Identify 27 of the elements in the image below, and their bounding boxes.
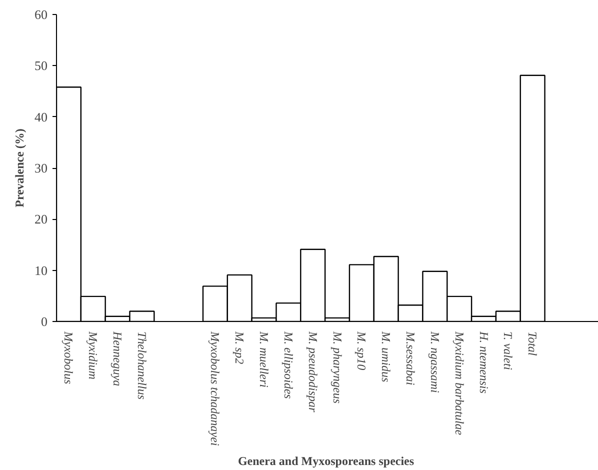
y-tick-label: 40	[34, 109, 48, 124]
y-tick-label: 60	[34, 7, 48, 22]
x-tick-label: Myxidium barbatulae	[452, 330, 466, 436]
x-tick-label: Total	[526, 332, 540, 356]
x-tick-label: Thelohanellus	[134, 332, 149, 400]
y-tick-label: 20	[34, 212, 48, 227]
y-tick-label: 50	[34, 58, 48, 74]
x-tick-label: M. umidus	[379, 330, 394, 382]
x-tick-label: M. sp10	[354, 330, 369, 370]
x-tick-label: M. sp2	[232, 330, 247, 364]
x-tick-label: Myxobolus	[62, 330, 76, 384]
y-tick-label: 10	[34, 262, 48, 278]
x-tick-label: Myxidium	[86, 330, 100, 380]
x-tick-label: M. ellipsoides	[281, 330, 296, 400]
x-tick-label: T. valeti	[501, 332, 516, 370]
x-tick-label: M. ngassami	[428, 330, 442, 393]
y-tick-label: 0	[41, 314, 48, 329]
y-tick-label: 30	[34, 160, 48, 176]
x-tick-label: M. muelleri	[257, 330, 272, 388]
y-axis-title: Prevalence (%)	[12, 128, 26, 208]
x-tick-label: Henneguya	[110, 330, 125, 386]
x-tick-label: M.sessabai	[404, 330, 418, 386]
x-tick-label: Myxobolus tchadanayei	[208, 330, 222, 446]
x-axis-title: Genera and Myxosporeans species	[238, 454, 414, 468]
x-tick-label: M. pharyngeus	[330, 330, 344, 404]
x-tick-label: H. ntemensis	[476, 330, 491, 394]
x-tick-label: M. pseudodispar	[306, 330, 320, 412]
